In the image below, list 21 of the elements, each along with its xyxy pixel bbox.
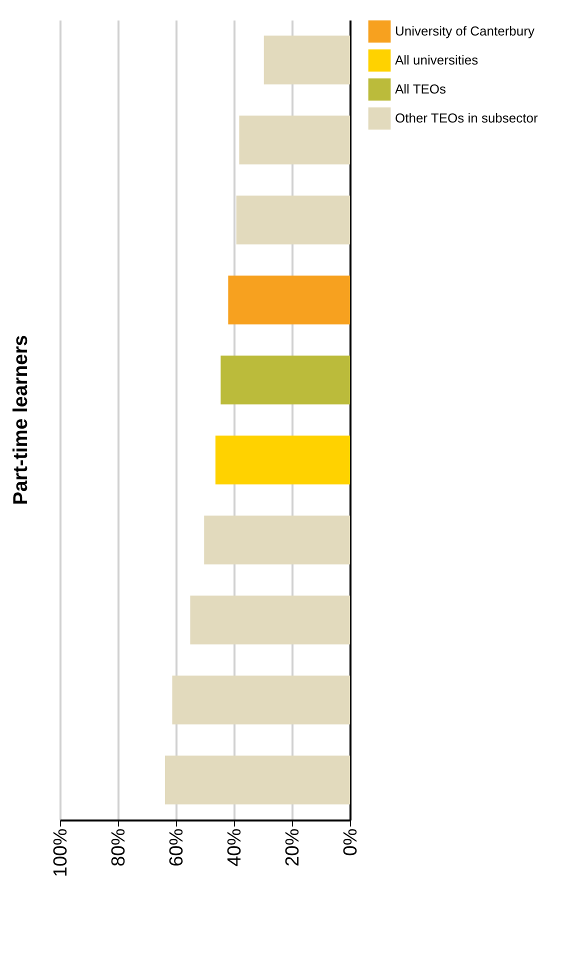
x-tick-label: 60% (166, 828, 188, 867)
bar (204, 516, 350, 564)
bar (264, 36, 350, 84)
x-tick-label: 80% (108, 828, 130, 867)
bar (172, 676, 350, 724)
bar (215, 436, 350, 484)
x-tick-label: 100% (50, 828, 72, 878)
x-tick-label: 20% (282, 828, 304, 867)
x-tick-label: 40% (224, 828, 246, 867)
bar (190, 596, 350, 644)
bar (220, 356, 350, 404)
legend-label: Other TEOs in subsector (395, 110, 538, 126)
legend-label: All universities (395, 52, 479, 68)
bar (236, 196, 350, 244)
legend-label: All TEOs (395, 82, 447, 96)
text: Part-time learners (10, 334, 32, 506)
bar (164, 756, 350, 804)
x-tick-label: 0% (340, 828, 362, 856)
bar (228, 276, 350, 324)
legend-label: University of Canterbury (395, 24, 535, 38)
bar (239, 116, 350, 164)
